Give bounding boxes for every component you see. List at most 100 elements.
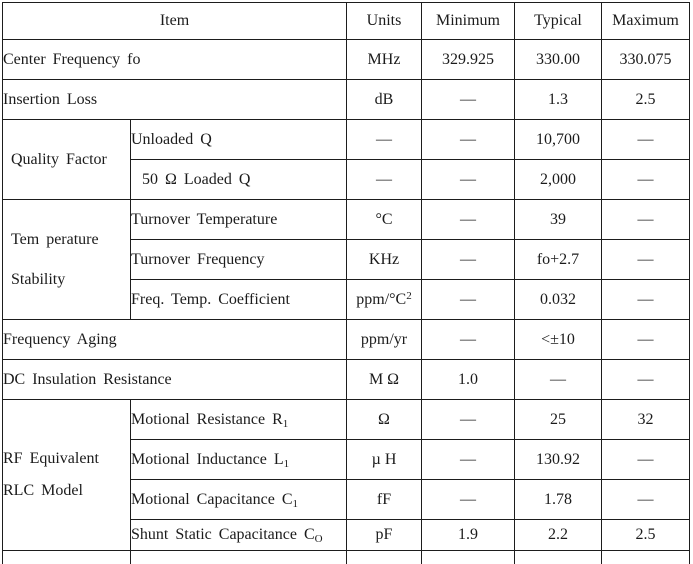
table-row: Motional Capacitance C1 fF — 1.78 —	[3, 479, 690, 520]
group-cell-temperature-stability: Tem perature Stability	[2, 199, 131, 320]
group-cell-quality-factor: Quality Factor	[2, 119, 131, 200]
units-cell: Ω	[346, 399, 422, 440]
item-cell: Insertion Loss	[2, 79, 347, 120]
units-cell: dB	[346, 79, 422, 120]
stub-cell	[601, 550, 690, 564]
units-cell: ppm/°C2	[346, 279, 422, 320]
group-label: Quality Factor	[11, 150, 107, 168]
table-row: Freq. Temp. Coefficient ppm/°C2 — 0.032 …	[3, 279, 690, 320]
minimum-cell: 1.9	[421, 519, 515, 551]
units-superscript: 2	[406, 289, 412, 302]
item-cell: Unloaded Q	[130, 119, 347, 160]
item-cell: 50 Ω Loaded Q	[130, 159, 347, 200]
table-row: Insertion Loss dB — 1.3 2.5	[2, 79, 690, 120]
typical-cell: 39	[514, 199, 602, 240]
minimum-cell: —	[421, 399, 515, 440]
minimum-cell: —	[421, 159, 515, 200]
maximum-cell: —	[601, 319, 690, 360]
stub-cell	[2, 550, 131, 564]
maximum-cell: —	[601, 479, 690, 520]
units-cell: °C	[346, 199, 422, 240]
item-subscript: 1	[283, 457, 290, 470]
maximum-cell: 2.5	[601, 519, 690, 551]
header-typical: Typical	[514, 2, 602, 40]
header-maximum: Maximum	[601, 2, 690, 40]
stub-cell	[421, 550, 515, 564]
units-cell: ppm/yr	[346, 319, 422, 360]
item-cell: Turnover Frequency	[130, 239, 347, 280]
item-cell: Motional Capacitance C1	[130, 479, 347, 520]
item-subscript: 1	[292, 497, 299, 510]
table-row: 50 Ω Loaded Q — — 2,000 —	[3, 159, 690, 200]
item-cell: Frequency Aging	[2, 319, 347, 360]
minimum-cell: —	[421, 479, 515, 520]
header-minimum: Minimum	[421, 2, 515, 40]
item-cell: Motional Resistance R1	[130, 399, 347, 440]
maximum-cell: —	[601, 159, 690, 200]
units-cell: pF	[346, 519, 422, 551]
item-cell: Shunt Static Capacitance CO	[130, 519, 347, 551]
stub-cell	[130, 550, 347, 564]
item-cell: Freq. Temp. Coefficient	[130, 279, 347, 320]
minimum-cell: —	[421, 239, 515, 280]
item-cell: Motional Inductance L1	[130, 439, 347, 480]
header-units: Units	[346, 2, 422, 40]
maximum-cell: —	[601, 279, 690, 320]
minimum-cell: —	[421, 199, 515, 240]
table-row: Quality Factor Unloaded Q — — 10,700 —	[2, 119, 690, 200]
typical-cell: 25	[514, 399, 602, 440]
typical-cell: 1.3	[514, 79, 602, 120]
maximum-cell: 330.075	[601, 39, 690, 80]
table-row: Frequency Aging ppm/yr — <±10 —	[2, 319, 690, 360]
typical-cell: 2,000	[514, 159, 602, 200]
item-subscript: 1	[282, 417, 289, 430]
maximum-cell: —	[601, 439, 690, 480]
typical-cell: fo+2.7	[514, 239, 602, 280]
maximum-cell: 2.5	[601, 79, 690, 120]
cut-off-row	[2, 550, 690, 564]
table-row: RF Equivalent RLC Model Motional Resista…	[2, 399, 690, 551]
header-row: Item Units Minimum Typical Maximum	[2, 2, 690, 40]
typical-cell: <±10	[514, 319, 602, 360]
minimum-cell: —	[421, 79, 515, 120]
units-cell: KHz	[346, 239, 422, 280]
group-label-line2: RLC Model	[3, 482, 83, 499]
table-row: DC Insulation Resistance M Ω 1.0 — —	[2, 359, 690, 400]
table-row: Shunt Static Capacitance CO pF 1.9 2.2 2…	[3, 519, 690, 551]
maximum-cell: —	[601, 239, 690, 280]
minimum-cell: 329.925	[421, 39, 515, 80]
minimum-cell: 1.0	[421, 359, 515, 400]
group-label-line1: Tem perature	[11, 230, 99, 248]
header-item: Item	[2, 2, 347, 40]
units-cell: fF	[346, 479, 422, 520]
maximum-cell: —	[601, 359, 690, 400]
table-row: Turnover Frequency KHz — fo+2.7 —	[3, 239, 690, 280]
typical-cell: 0.032	[514, 279, 602, 320]
minimum-cell: —	[421, 279, 515, 320]
units-text: ppm/°C	[356, 290, 407, 308]
item-text: Shunt Static Capacitance C	[131, 526, 315, 543]
maximum-cell: —	[601, 199, 690, 240]
item-cell: Turnover Temperature	[130, 199, 347, 240]
table-row: Tem perature Stability Turnover Temperat…	[2, 199, 690, 320]
maximum-cell: 32	[601, 399, 690, 440]
item-text: Motional Inductance L	[131, 450, 284, 468]
typical-cell: —	[514, 359, 602, 400]
typical-cell: 330.00	[514, 39, 602, 80]
group-cell-rf-equivalent-rlc-model: RF Equivalent RLC Model	[2, 399, 131, 551]
item-text: Motional Capacitance C	[131, 490, 293, 508]
item-cell: DC Insulation Resistance	[2, 359, 347, 400]
units-cell: µ H	[346, 439, 422, 480]
units-cell: MHz	[346, 39, 422, 80]
typical-cell: 10,700	[514, 119, 602, 160]
minimum-cell: —	[421, 319, 515, 360]
units-cell: —	[346, 119, 422, 160]
typical-cell: 130.92	[514, 439, 602, 480]
stub-cell	[346, 550, 422, 564]
units-cell: —	[346, 159, 422, 200]
units-cell: M Ω	[346, 359, 422, 400]
minimum-cell: —	[421, 119, 515, 160]
typical-cell: 2.2	[514, 519, 602, 551]
